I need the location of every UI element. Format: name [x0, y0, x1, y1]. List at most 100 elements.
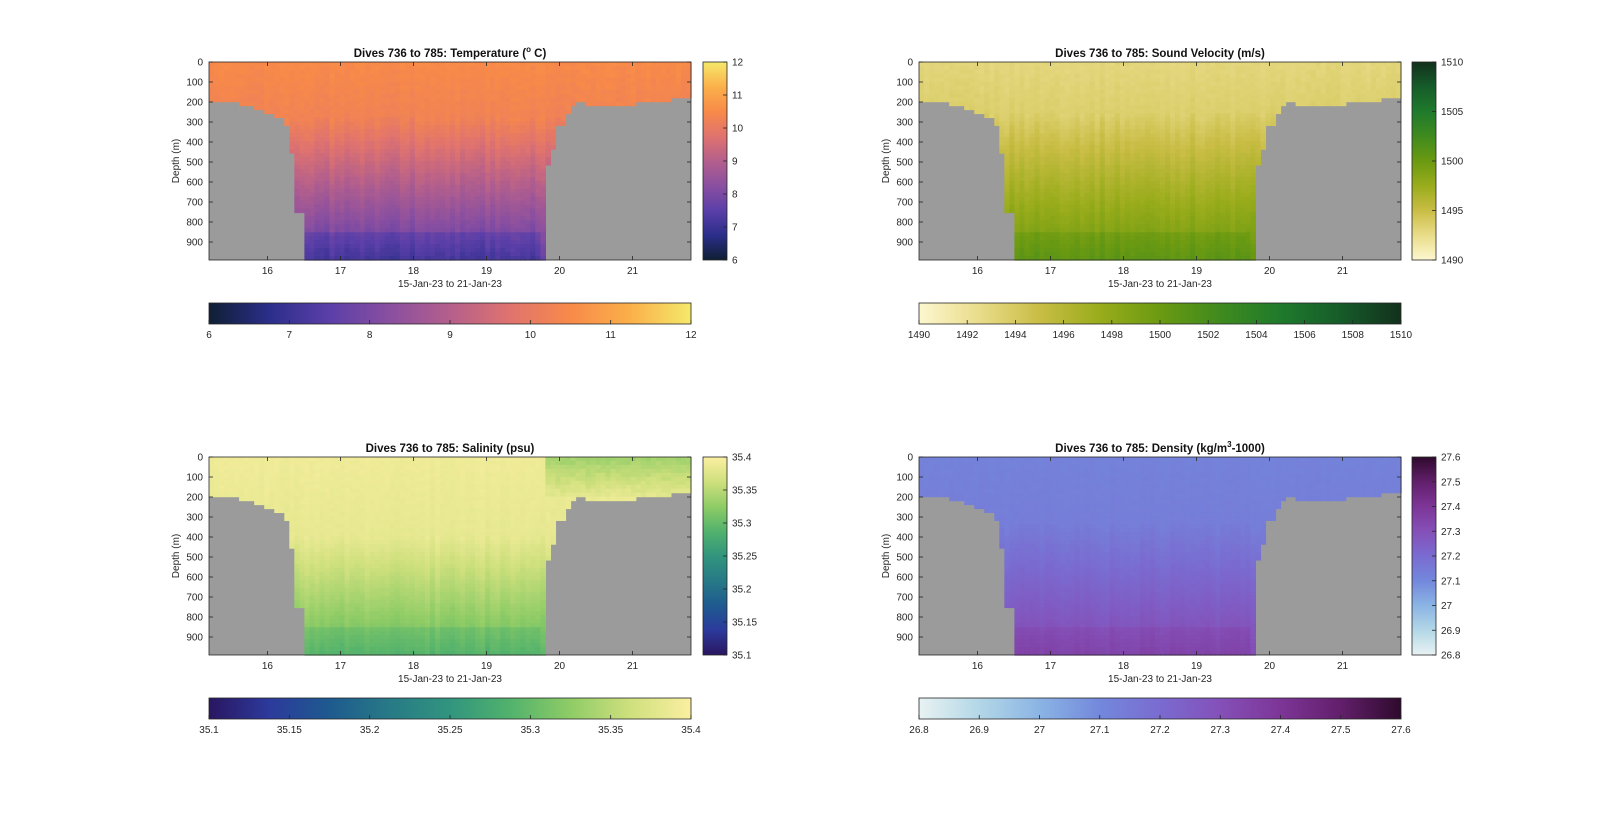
heatmap-cell — [444, 256, 451, 261]
heatmap-cell — [1034, 141, 1041, 146]
heatmap-cell — [384, 93, 391, 99]
heatmap-cell — [680, 77, 687, 83]
heatmap-cell — [1109, 161, 1116, 166]
heatmap-cell — [1154, 81, 1161, 87]
heatmap-cell — [1084, 161, 1091, 166]
heatmap-cell — [1009, 81, 1015, 87]
heatmap-cell — [414, 133, 421, 138]
heatmap-cell — [214, 93, 220, 99]
heatmap-cell — [1114, 236, 1121, 241]
heatmap-cell — [1044, 240, 1051, 245]
heatmap-cell — [1009, 129, 1015, 134]
heatmap-cell — [929, 89, 935, 95]
heatmap-cell — [520, 101, 526, 107]
heatmap-cell — [455, 93, 461, 99]
heatmap-cell — [369, 141, 376, 146]
heatmap-cell — [490, 204, 496, 210]
heatmap-cell — [650, 62, 657, 67]
heatmap-cell — [1170, 113, 1176, 119]
heatmap-cell — [244, 81, 250, 87]
heatmap-cell — [404, 137, 411, 142]
heatmap-cell — [324, 145, 331, 150]
heatmap-cell — [1019, 85, 1026, 91]
heatmap-cell — [1129, 216, 1136, 221]
heatmap-cell — [455, 137, 461, 142]
heatmap-cell — [1160, 192, 1166, 198]
heatmap-cell — [344, 157, 351, 162]
heatmap-cell — [1109, 240, 1116, 245]
heatmap-cell — [1014, 224, 1021, 229]
heatmap-cell — [359, 89, 366, 95]
heatmap-cell — [1094, 184, 1101, 190]
heatmap-cell — [530, 228, 536, 233]
heatmap-cell — [505, 184, 511, 190]
heatmap-cell — [1059, 69, 1066, 75]
heatmap-cell — [1170, 97, 1176, 103]
heatmap-cell — [299, 62, 305, 67]
heatmap-cell — [404, 196, 411, 202]
heatmap-cell — [1139, 117, 1146, 122]
heatmap-cell — [1154, 109, 1161, 115]
heatmap-cell — [309, 141, 316, 146]
heatmap-cell — [470, 153, 476, 158]
heatmap-cell — [450, 109, 456, 115]
heatmap-cell — [424, 172, 431, 178]
heatmap-cell — [1059, 168, 1066, 174]
heatmap-cell — [304, 133, 311, 138]
heatmap-cell — [460, 89, 466, 95]
heatmap-cell — [525, 200, 531, 206]
heatmap-cell — [324, 208, 331, 214]
heatmap-cell — [685, 65, 692, 71]
heatmap-cell — [1019, 200, 1026, 206]
heatmap-cell — [1165, 244, 1171, 249]
heatmap-cell — [1064, 93, 1071, 99]
heatmap-cell — [354, 113, 361, 119]
heatmap-cell — [374, 73, 381, 79]
heatmap-cell — [635, 65, 642, 71]
heatmap-cell — [384, 228, 391, 233]
heatmap-cell — [1079, 224, 1086, 229]
heatmap-cell — [444, 93, 451, 99]
heatmap-cell — [1124, 161, 1131, 166]
heatmap-cell — [475, 220, 481, 225]
heatmap-cell — [409, 180, 416, 186]
heatmap-cell — [209, 81, 215, 87]
heatmap-cell — [525, 192, 531, 198]
heatmap-cell — [969, 97, 975, 103]
heatmap-cell — [374, 85, 381, 91]
heatmap-cell — [1109, 69, 1116, 75]
heatmap-cell — [520, 125, 526, 130]
heatmap-cell — [1039, 62, 1046, 67]
heatmap-cell — [500, 172, 506, 178]
heatmap-cell — [439, 224, 446, 229]
heatmap-cell — [1004, 188, 1010, 194]
heatmap-cell — [1119, 81, 1126, 87]
heatmap-cell — [1059, 77, 1066, 83]
heatmap-cell — [510, 164, 516, 170]
heatmap-cell — [1034, 125, 1041, 130]
heatmap-cell — [999, 101, 1005, 107]
colorbar-tick-label: 9 — [732, 157, 738, 168]
heatmap-cell — [685, 81, 692, 87]
heatmap-cell — [505, 97, 511, 103]
heatmap-cell — [1034, 184, 1041, 190]
heatmap-cell — [339, 196, 346, 202]
heatmap-cell — [299, 168, 305, 174]
heatmap-cell — [650, 89, 657, 95]
heatmap-cell — [1024, 168, 1031, 174]
heatmap-cell — [964, 93, 970, 99]
heatmap-cell — [520, 62, 526, 67]
heatmap-cell — [475, 69, 481, 75]
heatmap-cell — [495, 73, 501, 79]
heatmap-cell — [1019, 252, 1026, 257]
heatmap-cell — [1099, 81, 1106, 87]
heatmap-cell — [379, 196, 386, 202]
heatmap-cell — [1039, 149, 1046, 154]
heatmap-cell — [369, 212, 376, 218]
heatmap-cell — [359, 196, 366, 202]
heatmap-cell — [475, 133, 481, 138]
heatmap-cell — [495, 85, 501, 91]
heatmap-cell — [384, 125, 391, 130]
heatmap-cell — [374, 97, 381, 103]
